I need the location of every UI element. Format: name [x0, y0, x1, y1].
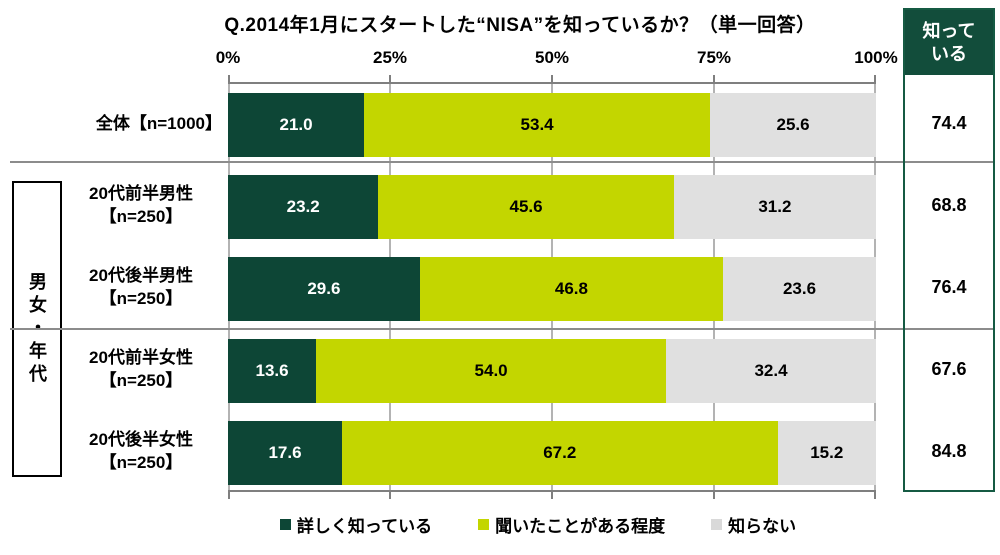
axis-tick-mark	[713, 75, 715, 82]
axis-tick-mark	[713, 492, 715, 499]
known-value-f20-late: 84.8	[931, 441, 967, 461]
bar-segment-know-well: 21.0	[228, 93, 365, 157]
bar-row-f20-late: 17.6 67.2 15.2	[228, 421, 876, 485]
x-axis-tick-75: 75%	[696, 48, 732, 67]
axis-tick-mark	[389, 75, 391, 82]
bar-segment-heard: 53.4	[364, 93, 711, 157]
bar-segment-heard: 67.2	[342, 421, 778, 485]
row-label-m20-late: 20代後半男性 【n=250】	[89, 266, 193, 308]
known-value-f20-early: 67.6	[931, 359, 967, 379]
bar-segment-heard: 45.6	[378, 175, 674, 239]
bar-segment-dont-know: 32.4	[666, 339, 876, 403]
bar-segment-dont-know: 25.6	[710, 93, 876, 157]
bar-segment-know-well: 17.6	[228, 421, 343, 485]
legend-swatch-dont-know-icon	[711, 519, 723, 530]
separator-line	[10, 161, 995, 163]
legend-swatch-know-well-icon	[279, 519, 291, 530]
known-value-m20-late: 76.4	[931, 277, 967, 297]
known-value-m20-early: 68.8	[931, 195, 967, 215]
bar-row-m20-late: 29.6 46.8 23.6	[228, 257, 876, 321]
known-column-header: 知って いる	[905, 10, 993, 75]
separator-line	[10, 328, 995, 330]
bar-segment-know-well: 13.6	[228, 339, 317, 403]
axis-tick-mark	[551, 75, 553, 82]
chart-title: Q.2014年1月にスタートした“NISA”を知っているか？（単一回答）	[224, 15, 816, 36]
bar-row-f20-early: 13.6 54.0 32.4	[228, 339, 876, 403]
row-label-total: 全体【n=1000】	[95, 113, 222, 133]
bar-segment-dont-know: 23.6	[723, 257, 876, 321]
bar-segment-know-well: 29.6	[228, 257, 420, 321]
known-value-total: 74.4	[931, 113, 967, 133]
bar-segment-heard: 46.8	[419, 257, 724, 321]
known-column: 知って いる 74.4 68.8 76.4 67.6 84.8	[903, 8, 995, 492]
row-label-f20-early: 20代前半女性 【n=250】	[89, 348, 193, 390]
row-label-m20-early: 20代前半男性 【n=250】	[89, 184, 193, 226]
bar-segment-dont-know: 15.2	[777, 421, 876, 485]
x-axis-tick-50: 50%	[534, 48, 570, 67]
bar-row-m20-early: 23.2 45.6 31.2	[228, 175, 876, 239]
legend-item-heard: 聞いたことがある程度	[478, 512, 665, 537]
legend-item-dont-know: 知らない	[711, 512, 796, 537]
x-axis-tick-0: 0%	[215, 48, 241, 67]
legend-swatch-heard-icon	[478, 519, 490, 530]
axis-tick-mark	[228, 75, 230, 82]
bar-segment-know-well: 23.2	[228, 175, 379, 239]
legend: 詳しく知っている 聞いたことがある程度 知らない	[188, 512, 888, 537]
axis-tick-mark	[551, 492, 553, 499]
bar-segment-dont-know: 31.2	[673, 175, 876, 239]
legend-item-know-well: 詳しく知っている	[279, 512, 432, 537]
plot-area: 21.0 53.4 25.6 23.2 45.6 31.2 29.6 46.8 …	[228, 75, 876, 499]
axis-tick-mark	[389, 492, 391, 499]
bar-row-total: 21.0 53.4 25.6	[228, 93, 876, 157]
row-label-f20-late: 20代後半女性 【n=250】	[89, 430, 193, 472]
x-axis-tick-100: 100%	[854, 48, 898, 67]
axis-tick-mark	[228, 492, 230, 499]
x-axis-tick-25: 25%	[372, 48, 408, 67]
axis-tick-mark	[874, 75, 876, 82]
axis-tick-mark	[874, 492, 876, 499]
bar-segment-heard: 54.0	[316, 339, 667, 403]
